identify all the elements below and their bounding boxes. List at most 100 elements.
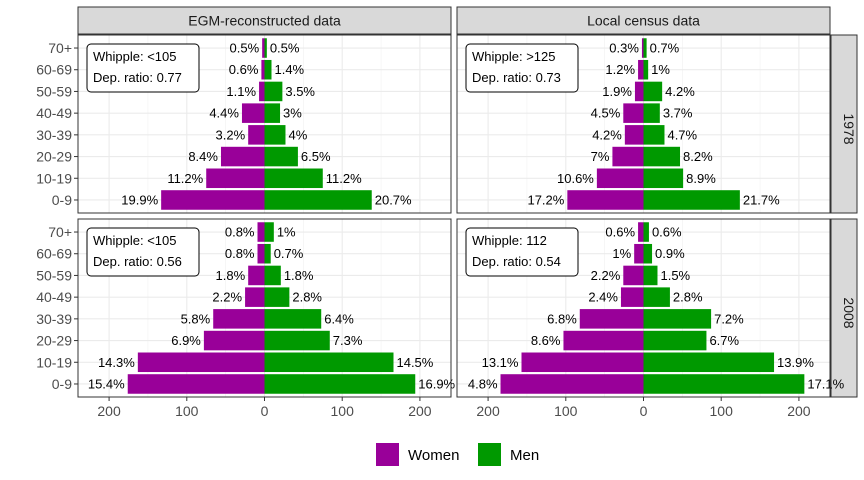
annotation-text: Whipple: <105 (93, 49, 176, 64)
bar-men (264, 287, 290, 307)
x-tick-label: 100 (175, 403, 199, 419)
y-tick-label: 10-19 (36, 170, 72, 186)
bar-label: 17.1% (807, 376, 844, 391)
x-tick-label: 200 (476, 403, 500, 419)
bar-men (643, 309, 712, 329)
bar-label: 2.8% (292, 290, 322, 305)
bar-women (638, 222, 644, 242)
bar-label: 7% (591, 149, 610, 164)
bar-label: 0.9% (655, 246, 685, 261)
bar-men (264, 190, 372, 210)
bar-label: 3.2% (216, 127, 246, 142)
bar-label: 0.7% (650, 41, 680, 56)
bar-men (264, 265, 281, 286)
bar-women (206, 168, 265, 189)
bar-women (624, 125, 644, 145)
y-tick-label: 20-29 (36, 149, 72, 165)
bar-women (500, 374, 644, 394)
bar-label: 6.7% (709, 333, 739, 348)
bar-label: 4.2% (592, 127, 622, 142)
bar-men (643, 222, 649, 242)
bar-label: 3.5% (285, 84, 315, 99)
panel: 4.8% 13.1% 8.6% 6.8% 2.4% 2.2% 1% 0.6% 17.1% 13.9… (456, 218, 845, 398)
bar-label: 7.2% (714, 311, 744, 326)
bar-label: 6.4% (324, 311, 354, 326)
bar-label: 6.5% (301, 149, 331, 164)
bar-women (623, 103, 644, 123)
bar-men (643, 352, 775, 373)
bar-women (248, 265, 265, 286)
bar-label: 8.9% (686, 171, 716, 186)
bar-men (264, 330, 330, 351)
bar-men (264, 374, 416, 394)
bar-men (264, 81, 283, 102)
bar-label: 2.2% (212, 290, 242, 305)
y-tick-label: 70+ (48, 224, 72, 240)
bar-men (643, 265, 658, 286)
x-tick-label: 200 (97, 403, 121, 419)
legend: Women Men (376, 443, 539, 466)
bar-label: 0.7% (274, 246, 304, 261)
legend-label: Women (408, 447, 459, 464)
x-tick-label: 100 (554, 403, 578, 419)
bar-label: 0.8% (225, 225, 255, 240)
bar-men (264, 125, 286, 145)
facet-strip-column (77, 6, 452, 35)
y-tick-label: 30-39 (36, 127, 72, 143)
annotation-box (86, 43, 200, 93)
facet-label-column: Local census data (587, 13, 700, 29)
y-tick-label: 20-29 (36, 333, 72, 349)
x-tick-label: 0 (261, 403, 269, 419)
annotation-text: Dep. ratio: 0.54 (472, 254, 561, 269)
bar-label: 19.9% (121, 192, 158, 207)
bar-women (623, 265, 644, 286)
bar-women (262, 38, 265, 58)
bar-label: 8.2% (683, 149, 713, 164)
bar-women (579, 309, 644, 329)
panel: 19.9% 11.2% 8.4% 3.2% 4.4% 1.1% 0.6% 0.5% 20.7% 1… (77, 34, 452, 214)
bar-label: 4.7% (667, 127, 697, 142)
x-tick-label: 0 (640, 403, 648, 419)
bar-label: 17.2% (527, 192, 564, 207)
bar-women (127, 374, 265, 394)
facet-strip-row (830, 218, 858, 398)
bar-women (213, 309, 265, 329)
panel-border (456, 34, 831, 214)
x-tick-label: 100 (331, 403, 355, 419)
bar-women (620, 287, 644, 307)
panel-border (77, 34, 452, 214)
bar-label: 2.4% (588, 290, 618, 305)
bar-label: 4.4% (209, 106, 239, 121)
facet-label-column: EGM-reconstructed data (188, 13, 341, 29)
bar-label: 4.8% (468, 376, 498, 391)
bar-men (264, 59, 272, 80)
bar-women (161, 190, 265, 210)
bar-women (257, 222, 265, 242)
bar-men (643, 190, 740, 210)
bar-label: 11.2% (167, 171, 203, 186)
legend-key-men (478, 443, 501, 466)
y-tick-label: 40-49 (36, 105, 72, 121)
bar-label: 8.6% (531, 333, 561, 348)
bar-women (245, 287, 265, 307)
bar-men (643, 38, 647, 58)
bar-label: 1.5% (660, 268, 690, 283)
bar-men (643, 125, 665, 145)
bar-label: 1% (277, 225, 296, 240)
bar-women (241, 103, 265, 123)
bar-label: 14.5% (396, 355, 433, 370)
bar-men (643, 287, 670, 307)
bar-label: 20.7% (375, 192, 412, 207)
bar-men (643, 59, 649, 80)
bar-women (521, 352, 644, 373)
bar-women (203, 330, 265, 351)
bar-women (220, 146, 265, 167)
x-tick-label: 100 (710, 403, 734, 419)
annotation-text: Dep. ratio: 0.73 (472, 70, 561, 85)
bar-men (264, 38, 267, 58)
bar-label: 0.6% (652, 225, 682, 240)
bar-label: 5.8% (181, 311, 211, 326)
y-tick-label: 70+ (48, 40, 72, 56)
bar-label: 1% (612, 246, 631, 261)
